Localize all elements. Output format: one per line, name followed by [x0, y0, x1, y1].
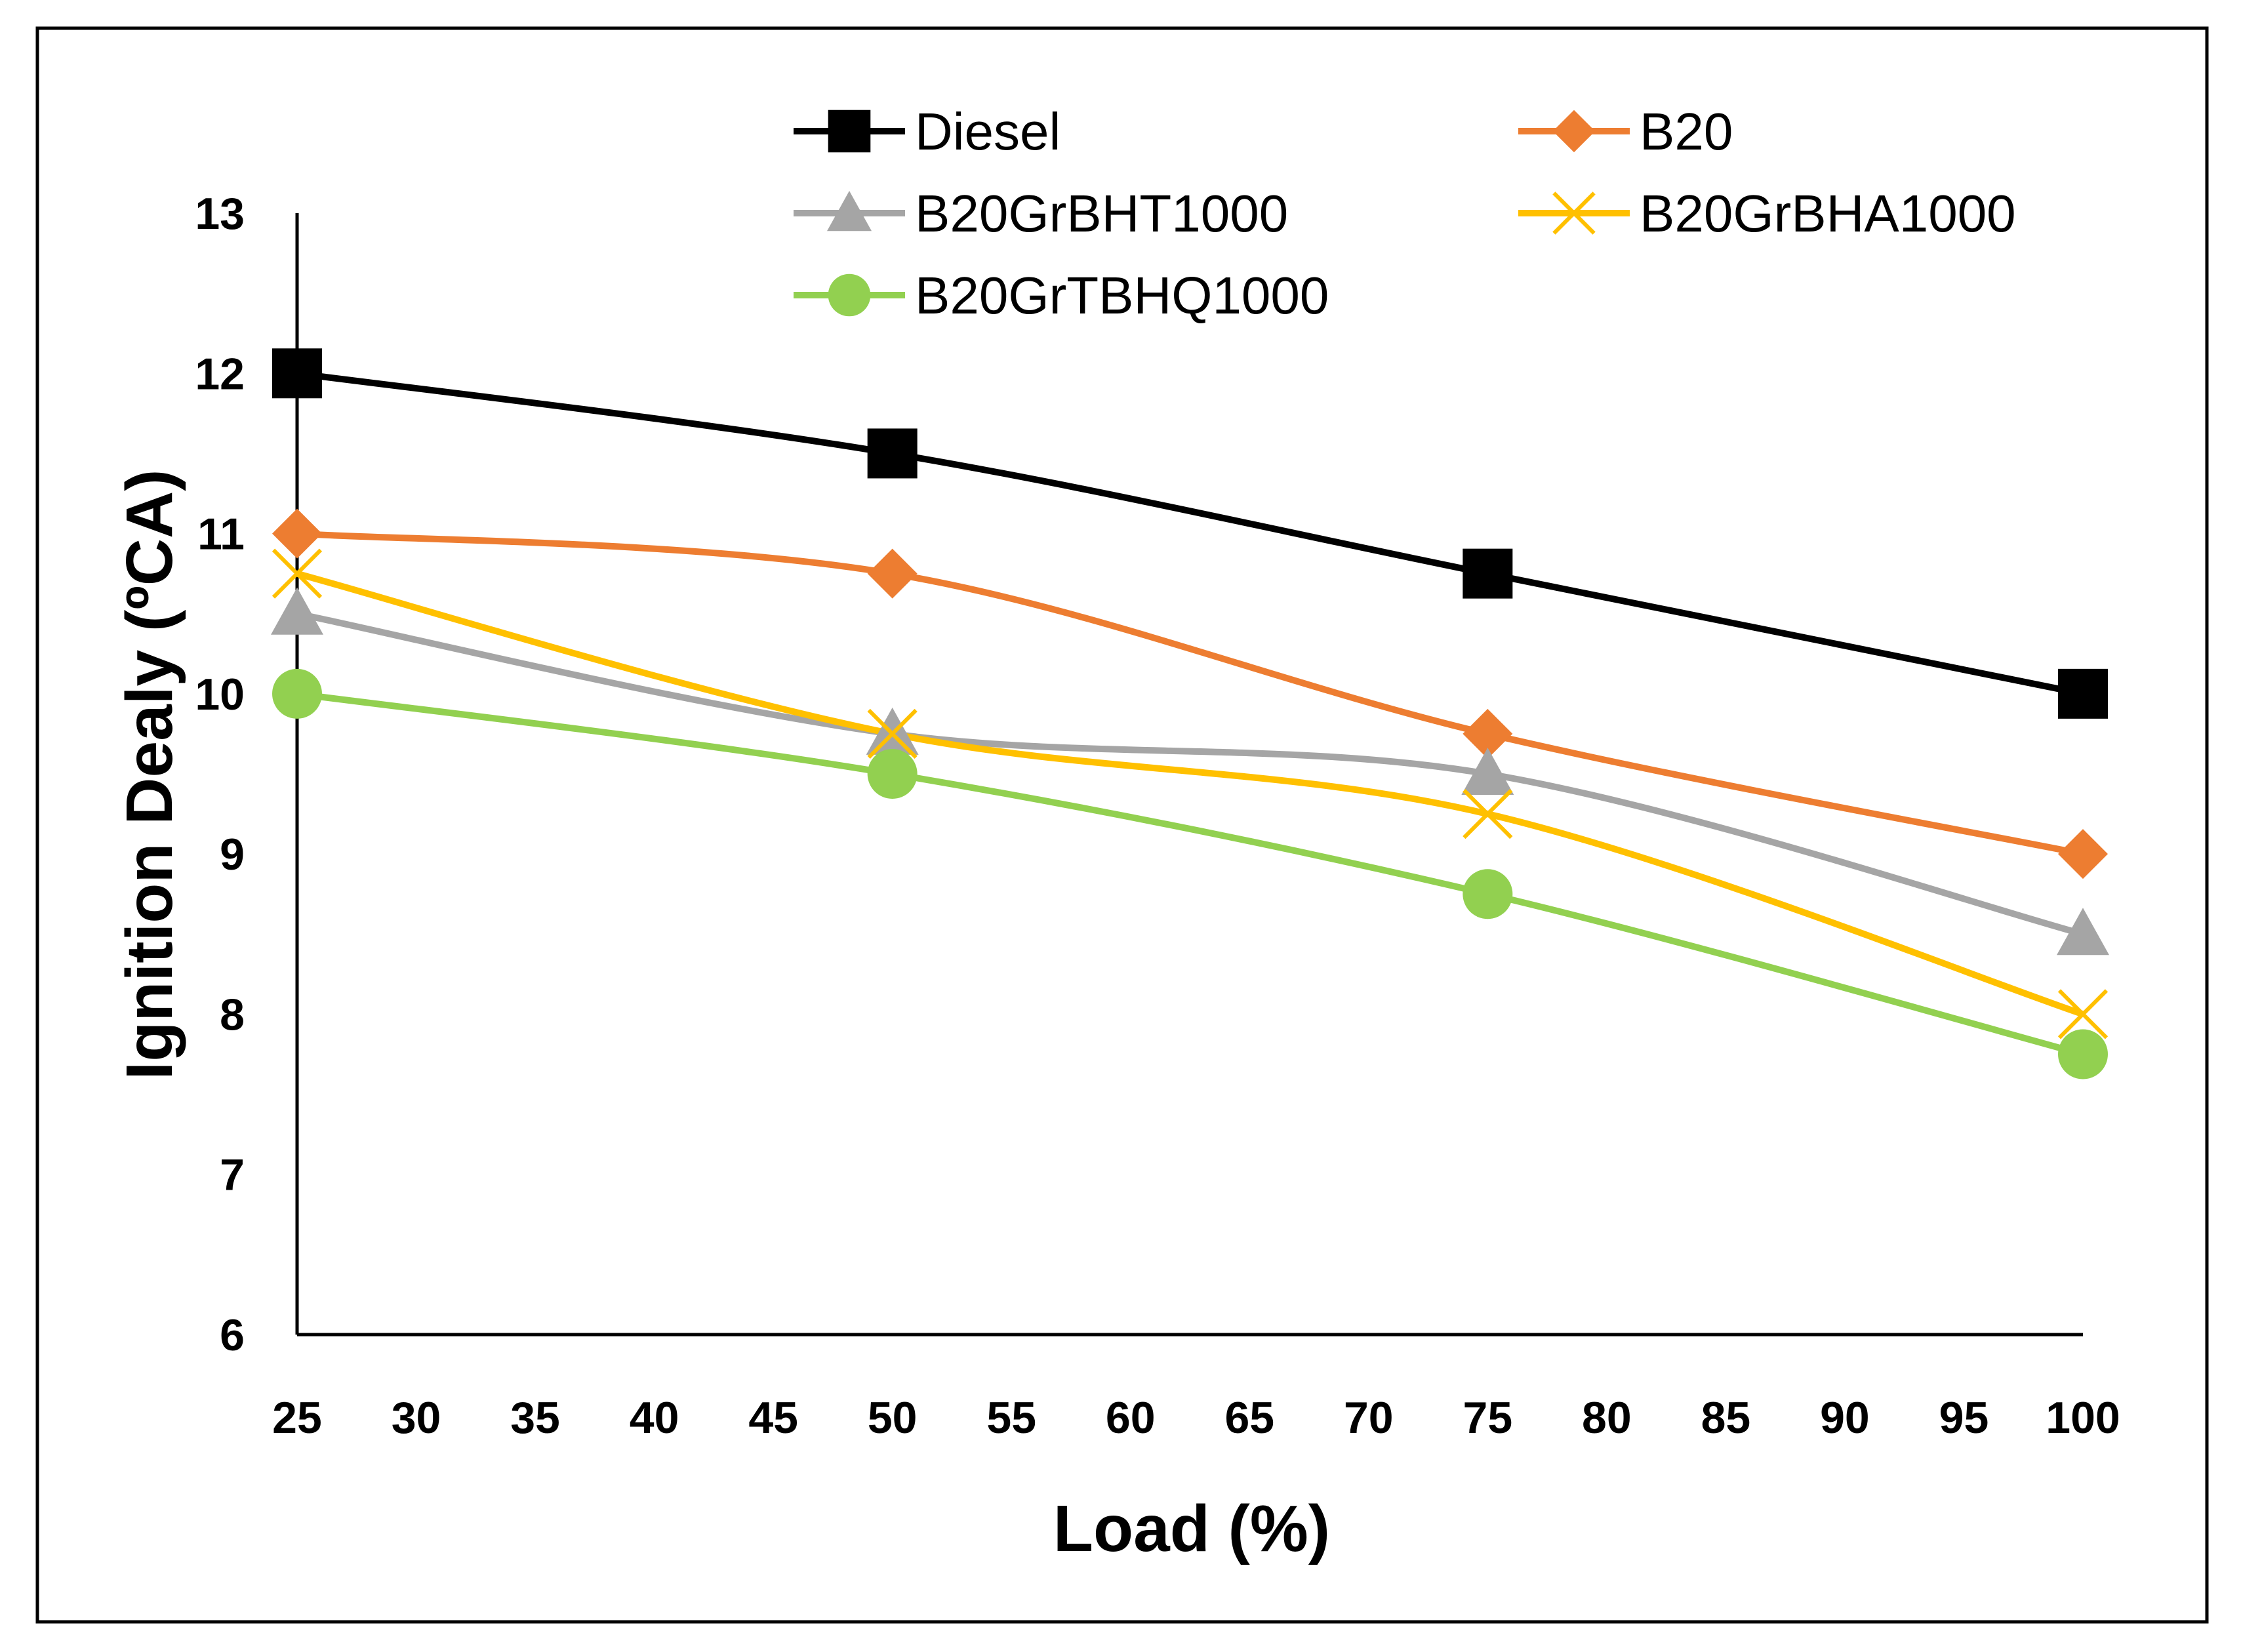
- y-tick-label: 13: [195, 189, 245, 239]
- data-point-b20: [867, 548, 918, 599]
- data-point-b20grbht1000: [271, 587, 323, 635]
- data-point-b20: [1463, 708, 1513, 759]
- x-axis-title: Load (%): [1053, 1492, 1330, 1565]
- data-point-b20grbha1000: [1463, 788, 1513, 839]
- x-tick-label: 60: [1106, 1393, 1156, 1443]
- series-line-b20grbht1000: [296, 610, 2084, 938]
- legend-marker: [828, 273, 871, 317]
- data-point-b20grbha1000: [2057, 989, 2109, 1039]
- y-tick-label: 6: [220, 1310, 245, 1360]
- legend-marker: [1552, 191, 1596, 235]
- y-tick-label: 11: [197, 510, 245, 559]
- data-point-b20grtbhq1000: [2058, 1029, 2108, 1079]
- legend-marker: [828, 110, 871, 153]
- data-point-diesel: [272, 348, 322, 399]
- legend-item-diesel: Diesel: [794, 102, 1060, 161]
- data-point-diesel: [867, 428, 918, 479]
- x-tick-label: 90: [1820, 1393, 1870, 1443]
- legend-marker: [827, 191, 872, 232]
- x-tick-label: 80: [1582, 1393, 1632, 1443]
- data-point-b20grtbhq1000: [867, 749, 918, 799]
- x-tick-label: 25: [272, 1393, 322, 1443]
- x-tick-label: 75: [1463, 1393, 1513, 1443]
- data-point-b20grtbhq1000: [1463, 869, 1513, 919]
- data-point-b20grbha1000: [867, 708, 918, 759]
- series-line-b20: [296, 530, 2084, 858]
- legend-label: B20GrBHT1000: [915, 184, 1288, 243]
- legend-item-b20grtbhq1000: B20GrTBHQ1000: [794, 266, 1329, 325]
- legend-label: B20GrBHA1000: [1640, 184, 2016, 243]
- data-point-b20grbha1000: [272, 548, 323, 599]
- y-tick-label: 12: [195, 349, 245, 399]
- data-point-b20: [2058, 829, 2108, 879]
- x-tick-label: 85: [1701, 1393, 1751, 1443]
- legend-item-b20: B20: [1518, 102, 1733, 161]
- series-line-b20grtbhq1000: [296, 690, 2084, 1058]
- x-tick-label: 70: [1344, 1393, 1394, 1443]
- legend: Diesel B20 B20GrBHT1000 B20GrBHA1000 B20GrTB…: [794, 102, 2016, 325]
- y-tick-label: 8: [220, 990, 245, 1039]
- legend-label: B20GrTBHQ1000: [915, 266, 1329, 325]
- data-point-b20: [272, 508, 322, 559]
- x-tick-label: 55: [986, 1393, 1036, 1443]
- x-tick-label: 45: [748, 1393, 798, 1443]
- data-point-b20grtbhq1000: [272, 668, 322, 719]
- legend-marker: [1552, 110, 1596, 153]
- data-point-diesel: [2058, 668, 2108, 719]
- legend-label: B20: [1640, 102, 1733, 161]
- data-point-diesel: [1463, 548, 1513, 599]
- y-tick-label: 7: [220, 1150, 245, 1200]
- y-tick-label: 9: [220, 830, 245, 879]
- x-tick-label: 100: [2046, 1393, 2120, 1443]
- data-point-b20grbht1000: [2057, 908, 2109, 956]
- x-tick-label: 95: [1939, 1393, 1989, 1443]
- x-tick-label: 65: [1224, 1393, 1274, 1443]
- series-line-b20grbha1000: [296, 570, 2084, 1018]
- y-axis-title: Ignition Dealy (ºCA): [113, 470, 186, 1080]
- legend-item-b20grbha1000: B20GrBHA1000: [1518, 184, 2016, 243]
- x-tick-label: 40: [630, 1393, 679, 1443]
- chart-border: [35, 26, 2209, 1624]
- series-line-diesel: [296, 370, 2084, 697]
- x-tick-label: 35: [510, 1393, 560, 1443]
- y-tick-label: 10: [195, 670, 245, 719]
- plot-area: 25 30 35 40 45 50 55 60 65 70 75 80 85 90 95 100 6 7 8 9 10 1…: [195, 189, 2120, 1443]
- legend-label: Diesel: [915, 102, 1060, 161]
- legend-item-b20grbht1000: B20GrBHT1000: [794, 184, 1288, 243]
- x-tick-label: 50: [868, 1393, 918, 1443]
- data-point-b20grbht1000: [1461, 748, 1514, 795]
- x-tick-label: 30: [392, 1393, 441, 1443]
